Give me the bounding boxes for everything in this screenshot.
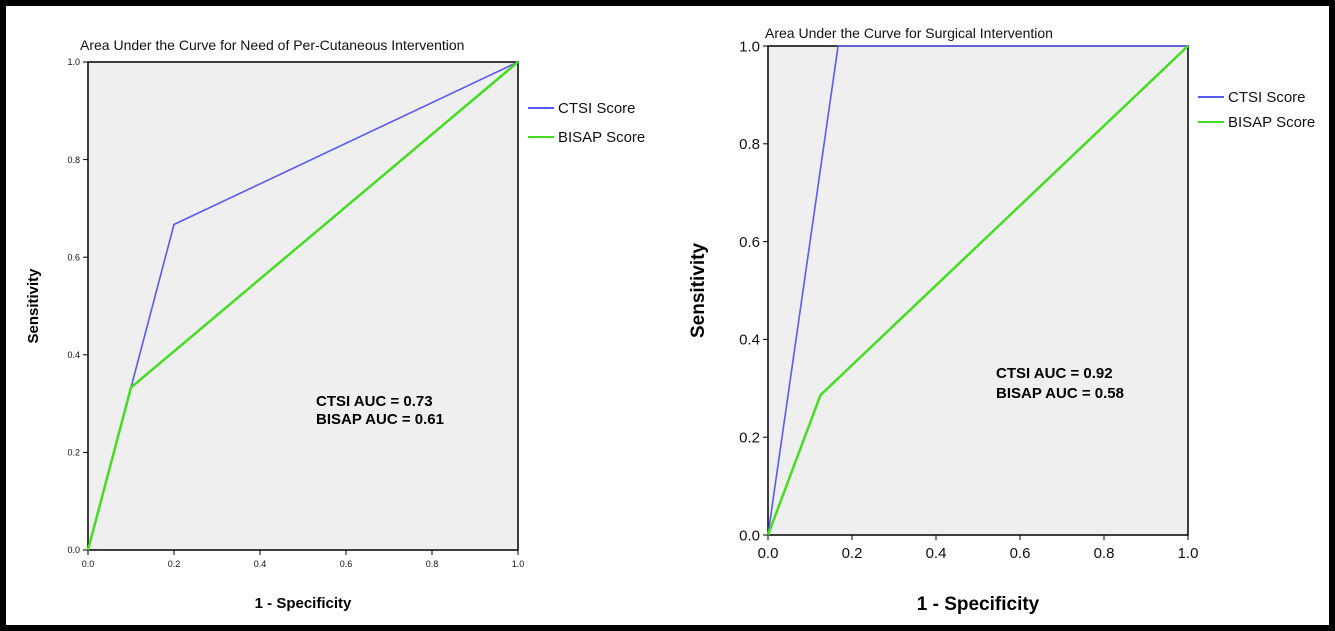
plot-area: [767, 45, 1189, 536]
y-tick-label: 0.0: [67, 545, 80, 555]
y-tick-label: 1.0: [739, 38, 760, 55]
chart-1: Area Under the Curve for Need of Per-Cut…: [25, 37, 645, 612]
y-tick-label: 0.6: [67, 252, 80, 262]
auc-annotation: BISAP AUC = 0.58: [996, 385, 1124, 402]
x-tick-label: 0.0: [758, 545, 779, 562]
y-tick-label: 0.8: [67, 155, 80, 165]
auc-annotation: BISAP AUC = 0.61: [316, 411, 444, 428]
series-line-bisap-score: [766, 45, 1189, 536]
x-tick-label: 0.6: [1010, 545, 1031, 562]
y-tick-label: 0.8: [739, 136, 760, 153]
x-tick-label: 1.0: [1178, 545, 1199, 562]
auc-annotation: CTSI AUC = 0.92: [996, 365, 1113, 382]
x-tick-label: 0.2: [168, 559, 181, 569]
x-axis-label: 1 - Specificity: [255, 595, 352, 612]
plot-area: [87, 61, 519, 551]
y-tick-label: 1.0: [67, 57, 80, 67]
x-tick-label: 0.4: [254, 559, 267, 569]
x-tick-label: 0.8: [1094, 545, 1115, 562]
y-axis-label: Sensitivity: [688, 243, 709, 338]
series-line-ctsi-score: [767, 45, 1188, 536]
x-tick-label: 0.4: [926, 545, 947, 562]
legend-entry: CTSI Score: [1228, 89, 1306, 106]
auc-annotation: CTSI AUC = 0.73: [316, 393, 433, 410]
x-tick-label: 1.0: [512, 559, 525, 569]
x-tick-label: 0.2: [842, 545, 863, 562]
y-tick-label: 0.2: [67, 448, 80, 458]
chart-title: Area Under the Curve for Need of Per-Cut…: [80, 37, 464, 53]
y-tick-label: 0.4: [67, 350, 80, 360]
x-tick-label: 0.8: [426, 559, 439, 569]
x-tick-label: 0.6: [340, 559, 353, 569]
y-axis-label: Sensitivity: [25, 268, 42, 344]
series-line-bisap-score: [86, 61, 519, 551]
chart-title: Area Under the Curve for Surgical Interv…: [765, 25, 1053, 41]
y-tick-label: 0.2: [739, 429, 760, 446]
legend-entry: CTSI Score: [558, 100, 636, 117]
legend-entry: BISAP Score: [1228, 114, 1315, 131]
chart-2: Area Under the Curve for Surgical Interv…: [688, 25, 1315, 615]
x-axis-label: 1 - Specificity: [917, 594, 1040, 615]
legend-entry: BISAP Score: [558, 129, 645, 146]
y-tick-label: 0.6: [739, 234, 760, 251]
y-tick-label: 0.0: [739, 527, 760, 544]
y-tick-label: 0.4: [739, 332, 760, 349]
x-tick-label: 0.0: [82, 559, 95, 569]
